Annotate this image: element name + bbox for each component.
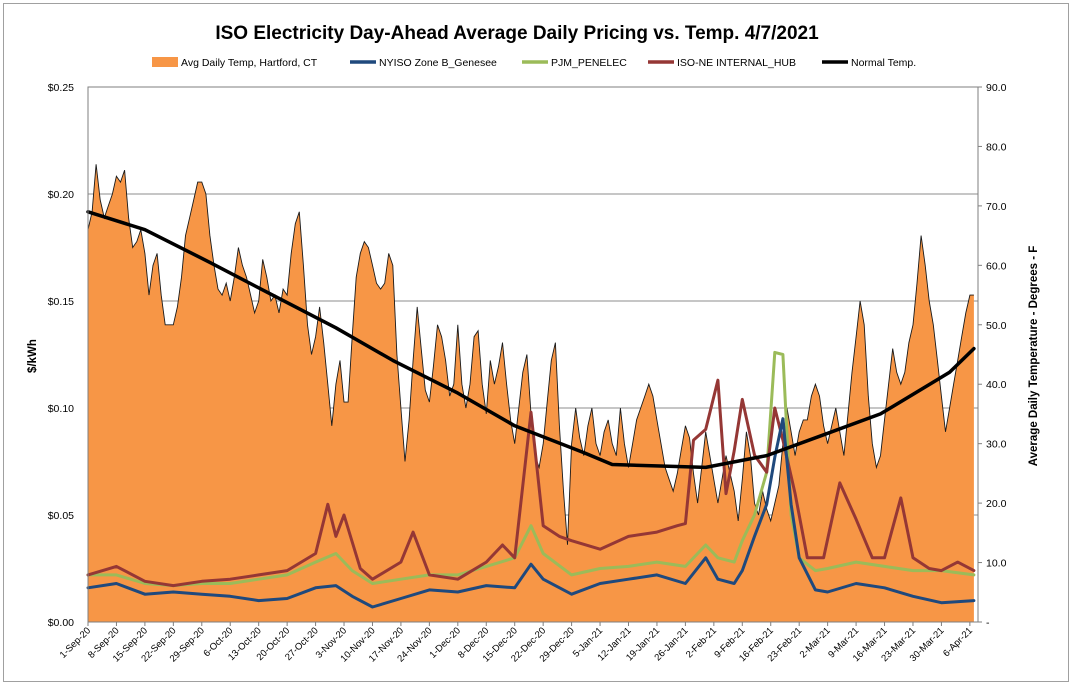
temp-area — [88, 164, 974, 623]
y2-tick-label: - — [986, 617, 990, 629]
legend-label: Avg Daily Temp, Hartford, CT — [181, 57, 318, 69]
y-tick-label: $0.25 — [48, 82, 74, 94]
chart-title: ISO Electricity Day-Ahead Average Daily … — [215, 23, 819, 44]
y2-tick-label: 70.0 — [986, 201, 1007, 213]
legend-swatch — [152, 57, 178, 67]
series-line — [86, 350, 976, 588]
y2-tick-label: 20.0 — [986, 498, 1007, 510]
legend-label: Normal Temp. — [851, 57, 916, 69]
legend: Avg Daily Temp, Hartford, CT NYISO Zone B… — [152, 57, 916, 69]
y-tick-label: $0.20 — [48, 189, 74, 201]
x-axis: 1-Sep-208-Sep-2015-Sep-2022-Sep-2029-Sep… — [58, 622, 975, 664]
y2-tick-label: 30.0 — [986, 439, 1007, 451]
normal-temp-line — [86, 210, 976, 470]
y-axis-right: - 10.0 20.0 30.0 40.0 50.0 60.0 70.0 80.0 90.0 — [978, 82, 1007, 629]
y2-axis-label: Average Daily Temperature - Degrees - F — [1028, 246, 1040, 467]
plot-area-border — [87, 86, 979, 623]
series-line — [86, 417, 976, 609]
legend-label: ISO-NE INTERNAL_HUB — [677, 57, 796, 69]
y2-tick-label: 10.0 — [986, 558, 1007, 570]
y-axis-label: $/kWh — [27, 339, 39, 373]
y-axis-left: $0.00 $0.05 $0.10 $0.15 $0.20 $0.25 — [48, 82, 74, 629]
legend-label: PJM_PENELEC — [551, 57, 627, 69]
series-line — [86, 378, 976, 588]
y-tick-label: $0.10 — [48, 403, 74, 415]
y2-tick-label: 50.0 — [986, 320, 1007, 332]
price-lines-layer — [86, 210, 976, 609]
y2-tick-label: 40.0 — [986, 379, 1007, 391]
y2-tick-label: 80.0 — [986, 141, 1007, 153]
legend-label: NYISO Zone B_Genesee — [379, 57, 497, 69]
x-tick-label: 6-Apr-21 — [941, 625, 975, 659]
y-tick-label: $0.05 — [48, 510, 74, 522]
temperature-area-layer — [87, 164, 974, 623]
y2-tick-label: 90.0 — [986, 82, 1007, 94]
y-tick-label: $0.15 — [48, 296, 74, 308]
y2-tick-label: 60.0 — [986, 260, 1007, 272]
y-tick-label: $0.00 — [48, 617, 74, 629]
